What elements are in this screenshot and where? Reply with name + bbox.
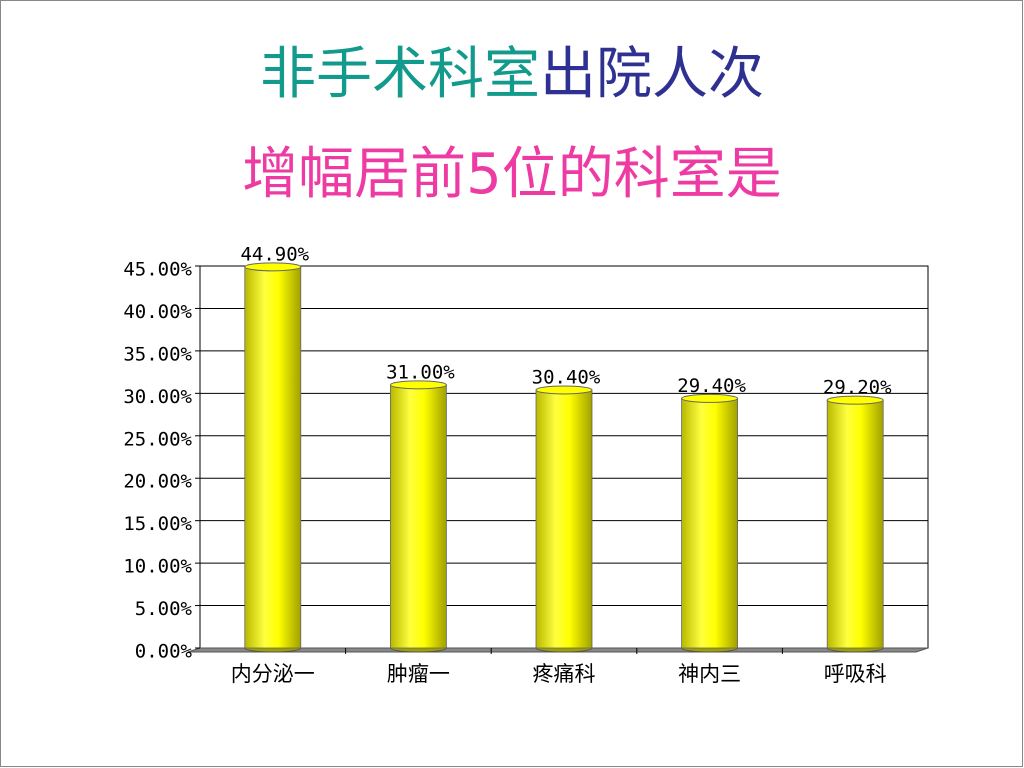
- y-tick-label: 30.00%: [123, 386, 192, 408]
- chart-subtitle: 增幅居前5位的科室是: [242, 142, 782, 207]
- bar: [389, 384, 447, 649]
- bar: [826, 399, 884, 649]
- y-tick-label: 35.00%: [123, 343, 192, 365]
- x-tick-label: 肿瘤一: [387, 662, 450, 686]
- title-part: 非手术科室: [260, 42, 540, 107]
- x-tick-label: 呼吸科: [824, 662, 887, 686]
- cylinder-top: [535, 385, 593, 395]
- x-tick-label: 疼痛科: [533, 662, 596, 686]
- bar: [535, 389, 593, 649]
- y-tick-label: 0.00%: [135, 641, 193, 663]
- cylinder-top: [826, 395, 884, 405]
- chart-title: 非手术科室出院人次: [260, 42, 764, 107]
- bar: [244, 266, 302, 649]
- y-tick-label: 20.00%: [123, 471, 192, 493]
- bar: [681, 398, 738, 649]
- cylinder-top: [244, 262, 302, 272]
- y-tick-label: 15.00%: [123, 513, 192, 535]
- x-tick-label: 内分泌一: [231, 662, 315, 686]
- y-tick-label: 45.00%: [123, 259, 192, 281]
- cylinder-top: [389, 380, 447, 390]
- y-tick-label: 40.00%: [123, 301, 192, 323]
- y-tick-label: 10.00%: [123, 556, 192, 578]
- value-label: 44.90%: [240, 243, 309, 265]
- value-label: 31.00%: [386, 361, 455, 383]
- x-tick-label: 神内三: [678, 662, 741, 686]
- value-label: 29.40%: [677, 375, 746, 397]
- value-label: 29.20%: [823, 377, 892, 399]
- value-label: 30.40%: [532, 366, 601, 388]
- cylinder-top: [681, 393, 739, 403]
- y-tick-label: 25.00%: [123, 428, 192, 450]
- title-part: 出院人次: [540, 42, 764, 107]
- y-tick-label: 5.00%: [135, 598, 193, 620]
